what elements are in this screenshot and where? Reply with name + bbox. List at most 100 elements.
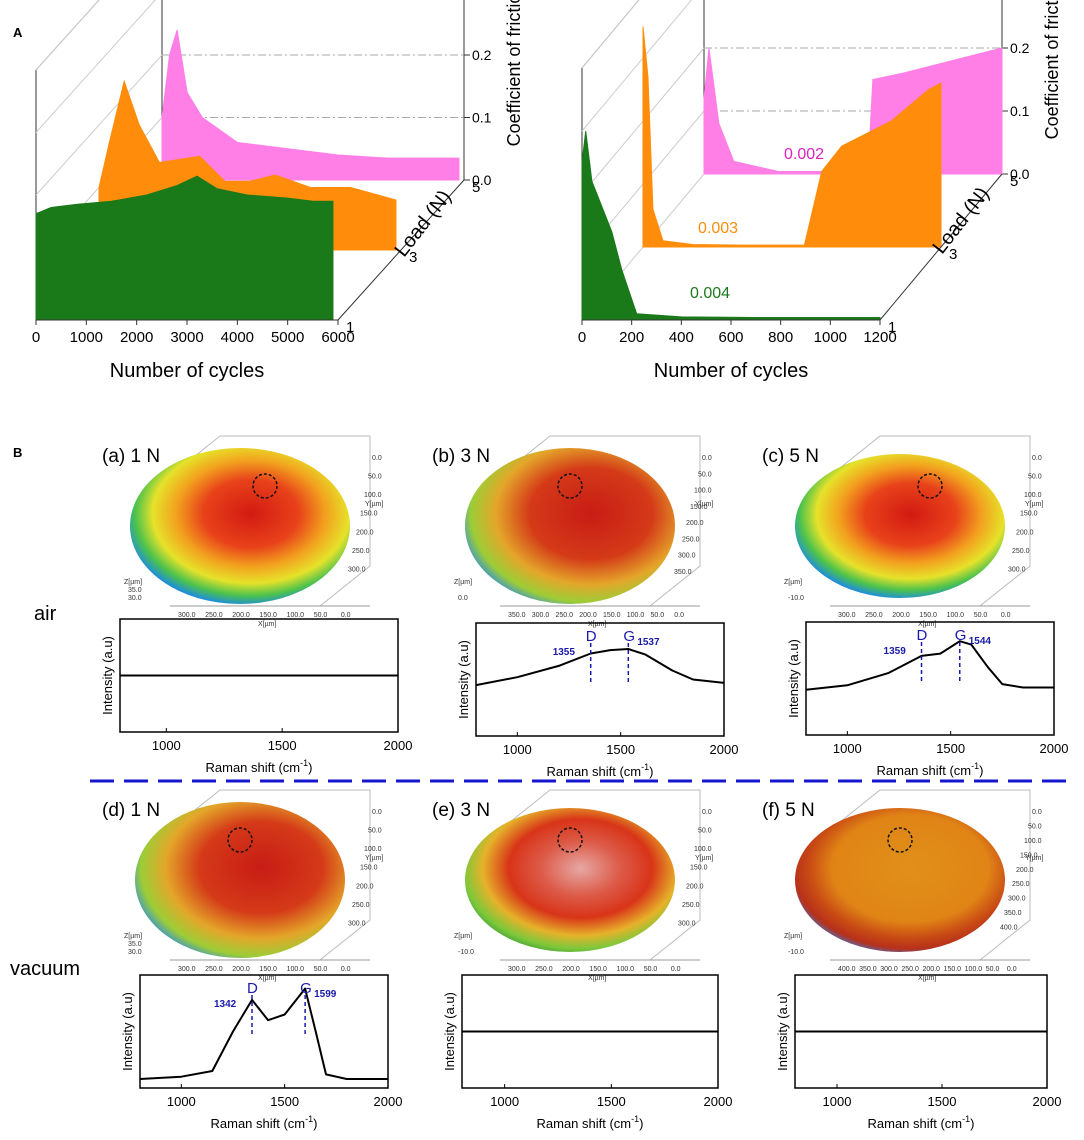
wear-spot-marker xyxy=(252,473,278,499)
raman-peak-name: D xyxy=(247,980,258,997)
profile-y-label: Y[µm] xyxy=(365,501,383,508)
raman-peak-name: G xyxy=(623,628,635,645)
z-tick-label: 0.3 xyxy=(472,0,492,1)
profile-x-tick: 300.0 xyxy=(532,612,550,619)
profile-y-tick: 100.0 xyxy=(364,846,382,853)
profile-x-tick: 50.0 xyxy=(974,612,988,619)
raman-x-tick-label: 1500 xyxy=(936,741,965,756)
profile-y-tick: 100.0 xyxy=(694,846,712,853)
profile-x-label: X[µm] xyxy=(258,621,276,628)
profile-x-tick: 350.0 xyxy=(508,612,526,619)
profile-x-tick: 0.0 xyxy=(1007,966,1017,973)
x-tick-label: 6000 xyxy=(321,329,354,346)
profile-x-tick: 200.0 xyxy=(922,966,940,973)
cof-area-1n xyxy=(581,130,881,321)
raman-x-axis-label: Raman shift (cm-1) xyxy=(211,1114,318,1131)
subplot-c: 0.0 50.0 100.0 150.0 200.0 250.0 300.0 300.0 250… xyxy=(762,435,1068,778)
profile-y-tick: 350.0 xyxy=(1004,910,1022,917)
subplot-e: 0.0 50.0 100.0 150.0 200.0 250.0 300.0 300.0 250… xyxy=(432,789,732,1131)
y-tick-label: 3 xyxy=(949,246,957,263)
profile-y-tick: 150.0 xyxy=(360,865,378,872)
profile-x-tick: 200.0 xyxy=(579,612,597,619)
profile-x-tick: 0.0 xyxy=(1001,612,1011,619)
y-tick-label: 3 xyxy=(409,249,417,266)
profile-x-tick: 250.0 xyxy=(901,966,919,973)
raman-peak-value: 1355 xyxy=(553,647,576,658)
x-tick-label: 4000 xyxy=(221,329,254,346)
profile-x-tick: 50.0 xyxy=(651,612,665,619)
worn-ball-surface xyxy=(135,802,345,958)
profile-x-tick: 100.0 xyxy=(287,966,305,973)
x-tick-label: 0 xyxy=(32,329,40,346)
raman-plot-frame xyxy=(805,621,1055,736)
profile-y-tick: 50.0 xyxy=(368,828,382,835)
profile-y-tick: 250.0 xyxy=(1012,548,1030,555)
profile-y-tick: 250.0 xyxy=(682,536,700,543)
profile-x-tick: 300.0 xyxy=(178,612,196,619)
raman-x-tick-label: 1000 xyxy=(823,1094,852,1109)
raman-x-axis-label: Raman shift (cm-1) xyxy=(547,762,654,779)
profile-x-tick: 100.0 xyxy=(617,966,635,973)
z-tick-label: 0.0 xyxy=(472,172,492,188)
y-tick-label: 5 xyxy=(1010,173,1018,190)
profile-z-tick: 30.0 xyxy=(128,949,142,956)
profile-z-tick: 0.0 xyxy=(458,595,468,602)
subplot-label: (a) 1 N xyxy=(102,446,160,467)
cof-area-1n xyxy=(35,175,334,321)
profile-x-tick: 250.0 xyxy=(556,612,574,619)
profile-y-tick: 300.0 xyxy=(348,920,366,927)
profile-y-tick: 150.0 xyxy=(690,865,708,872)
subplot-b: 0.0 50.0 100.0 150.0 200.0 250.0 300.0 350.0 350… xyxy=(432,435,739,779)
profile-x-tick: 300.0 xyxy=(838,612,856,619)
wall-depth-line xyxy=(35,54,163,196)
raman-peak-value: 1359 xyxy=(884,646,907,657)
air-friction-3d-chart: 0.00.10.20.30.4Coefficient of friction01… xyxy=(32,0,524,382)
raman-spectrum-line xyxy=(475,648,725,687)
x-tick-label: 800 xyxy=(768,329,793,346)
raman-y-axis-label: Intensity (a.u) xyxy=(786,639,801,718)
profile-z-label: Z[µm] xyxy=(124,933,142,940)
profile-y-tick: 50.0 xyxy=(698,471,712,478)
profile-y-tick: 200.0 xyxy=(1016,867,1034,874)
row-label-air: air xyxy=(34,603,57,625)
raman-plot-frame xyxy=(475,622,725,737)
profile-x-tick: 0.0 xyxy=(341,966,351,973)
profile-y-tick: 300.0 xyxy=(678,553,696,560)
profile-x-tick: 350.0 xyxy=(859,966,877,973)
profile-y-tick: 0.0 xyxy=(1032,455,1042,462)
profile-x-tick: 50.0 xyxy=(314,612,328,619)
cof-area-5n xyxy=(161,29,460,181)
profile-x-tick: 100.0 xyxy=(965,966,983,973)
raman-peak-name: G xyxy=(955,627,967,644)
raman-x-tick-label: 2000 xyxy=(384,738,413,753)
cof-annotation: 0.004 xyxy=(690,285,730,302)
profile-x-tick: 50.0 xyxy=(986,966,1000,973)
profile-x-tick: 200.0 xyxy=(892,612,910,619)
profile-y-tick: 150.0 xyxy=(1020,511,1038,518)
wear-spot-marker xyxy=(557,473,583,499)
profile-y-tick: 50.0 xyxy=(698,828,712,835)
subplot-d: 0.0 50.0 100.0 150.0 200.0 250.0 300.0 300.0 250… xyxy=(102,789,402,1131)
z-axis-label: Coefficient of friction xyxy=(504,0,524,146)
raman-spectrum-line xyxy=(139,987,388,1080)
cof-area-3n xyxy=(642,26,942,248)
profile-y-tick: 0.0 xyxy=(1032,809,1042,816)
profile-x-label: X[µm] xyxy=(918,975,936,982)
profile-x-tick: 100.0 xyxy=(627,612,645,619)
profile-x-tick: 100.0 xyxy=(947,612,965,619)
profile-x-label: X[µm] xyxy=(918,621,936,628)
profile-y-tick: 50.0 xyxy=(1028,474,1042,481)
wear-spot-marker xyxy=(227,827,253,853)
profile-x-tick: 150.0 xyxy=(259,612,277,619)
y-tick-label: 1 xyxy=(346,319,354,336)
profile-x-tick: 200.0 xyxy=(562,966,580,973)
raman-peak-name: G xyxy=(300,980,312,997)
raman-x-tick-label: 2000 xyxy=(710,742,739,757)
row-label-vacuum: vacuum xyxy=(10,958,80,980)
profile-x-tick: 250.0 xyxy=(205,966,223,973)
profile-z-label: Z[µm] xyxy=(454,933,472,940)
wear-spot-marker xyxy=(917,473,943,499)
raman-peak-name: D xyxy=(917,627,928,644)
